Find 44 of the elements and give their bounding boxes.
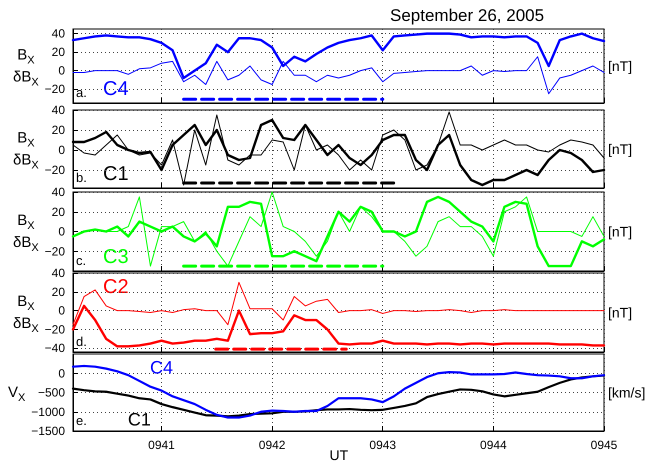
annotation: b. bbox=[76, 170, 87, 185]
x-tick-label: 0945 bbox=[590, 438, 618, 452]
y-tick-label: 40 bbox=[52, 185, 66, 199]
y-tick-label: −500 bbox=[38, 386, 66, 400]
y2-axis-title: [nT] bbox=[608, 304, 632, 320]
annotation: C3 bbox=[103, 246, 129, 268]
y-tick-label: 0 bbox=[58, 143, 66, 157]
y-tick-label: 0 bbox=[58, 366, 66, 380]
y-tick-label: 20 bbox=[52, 123, 66, 137]
y2-axis-title: [nT] bbox=[608, 141, 632, 157]
series-label: C1 bbox=[128, 409, 151, 430]
x-tick-label: 0941 bbox=[148, 438, 176, 452]
y-tick-label: −1500 bbox=[31, 424, 66, 438]
x-axis-title: UT bbox=[330, 447, 349, 463]
annotation: e. bbox=[76, 413, 87, 428]
y-tick-label: 40 bbox=[52, 266, 66, 280]
annotation: C1 bbox=[103, 163, 129, 185]
y-tick-label: 20 bbox=[52, 45, 66, 60]
y2-axis-title: [km/s] bbox=[608, 384, 646, 400]
y-tick-label: −20 bbox=[44, 163, 66, 177]
annotation: c. bbox=[76, 253, 86, 268]
series-label: C4 bbox=[150, 358, 174, 378]
annotation: d. bbox=[76, 334, 87, 349]
x-tick-label: 0942 bbox=[258, 438, 286, 452]
annotation: a. bbox=[76, 85, 87, 100]
y-tick-label: −20 bbox=[44, 244, 66, 258]
y-tick-label: 40 bbox=[52, 103, 66, 117]
y-tick-label: 0 bbox=[58, 224, 66, 238]
annotation: C2 bbox=[103, 276, 129, 298]
annotation: C4 bbox=[103, 78, 129, 100]
y2-axis-title: [nT] bbox=[608, 58, 632, 74]
y-tick-label: −20 bbox=[44, 322, 66, 336]
y-tick-label: 0 bbox=[58, 64, 66, 78]
chart-title: September 26, 2005 bbox=[390, 6, 544, 25]
y-tick-label: 0 bbox=[58, 304, 66, 318]
y-tick-label: −1000 bbox=[31, 404, 66, 419]
y-tick-label: 40 bbox=[52, 26, 66, 41]
y-tick-label: −20 bbox=[44, 82, 66, 96]
y-tick-label: −40 bbox=[44, 341, 66, 356]
y2-axis-title: [nT] bbox=[608, 224, 632, 240]
y-tick-label: 20 bbox=[52, 284, 66, 299]
x-tick-label: 0943 bbox=[369, 438, 396, 452]
x-tick-label: 0944 bbox=[480, 438, 508, 452]
y-tick-label: 20 bbox=[52, 204, 66, 219]
